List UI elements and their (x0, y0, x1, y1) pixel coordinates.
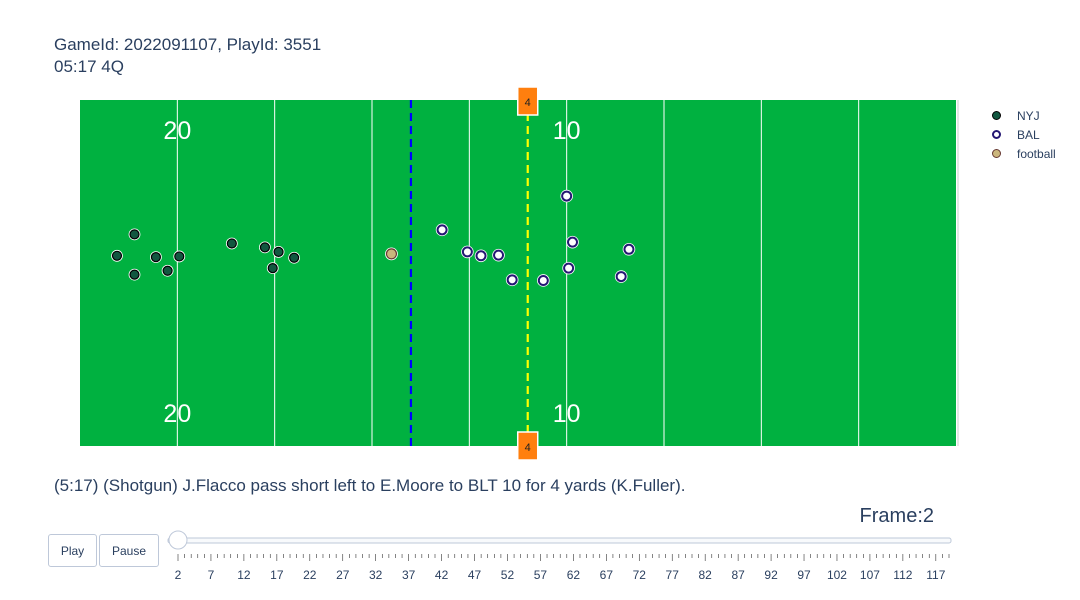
legend-label-nyj: NYJ (1017, 108, 1040, 123)
first-down-marker-top (516, 86, 539, 116)
legend: NYJ BAL football (988, 106, 1056, 163)
legend-label-bal: BAL (1017, 127, 1040, 142)
nyj-marker (226, 238, 237, 249)
nyj-marker (174, 251, 185, 262)
bal-marker (563, 262, 575, 274)
nyj-marker (162, 265, 173, 276)
frame-label: Frame:2 (859, 505, 934, 527)
nyj-marker (267, 263, 278, 274)
legend-item-bal[interactable]: BAL (988, 125, 1056, 144)
nyj-marker (273, 246, 284, 258)
bal-marker (436, 224, 448, 236)
legend-item-football[interactable]: football (988, 144, 1056, 163)
bal-marker (461, 246, 473, 258)
nyj-marker (111, 250, 123, 261)
nyj-marker (129, 269, 140, 280)
first-down-marker-top-glyph: 4 (525, 97, 531, 109)
bal-marker (561, 190, 573, 202)
legend-item-nyj[interactable]: NYJ (988, 106, 1056, 125)
pause-button[interactable]: Pause (99, 534, 159, 567)
bal-marker (615, 271, 627, 283)
title-line-1: GameId: 2022091107, PlayId: 3551 (54, 35, 322, 54)
bal-marker (567, 236, 579, 248)
first-down-marker-bottom (516, 431, 539, 461)
legend-label-football: football (1017, 146, 1056, 161)
bal-marker (537, 274, 549, 286)
yard-number: 20 (163, 400, 191, 428)
yard-number: 20 (163, 117, 191, 145)
title-line-2: 05:17 4Q (54, 57, 124, 76)
legend-marker-nyj (992, 111, 1001, 120)
yard-number: 10 (553, 400, 581, 428)
play-description: (5:17) (Shotgun) J.Flacco pass short lef… (54, 476, 686, 495)
yard-number: 10 (553, 117, 581, 145)
chart-title: GameId: 2022091107, PlayId: 3551 05:17 4… (54, 34, 321, 78)
nyj-marker (129, 229, 140, 240)
first-down-marker-bottom-glyph: 4 (525, 442, 531, 454)
bal-marker (506, 274, 518, 286)
bal-marker (475, 250, 487, 262)
legend-marker-football (992, 149, 1001, 158)
play-button[interactable]: Play (48, 534, 97, 567)
bal-marker (493, 249, 505, 261)
nyj-marker (289, 252, 300, 263)
bal-marker (623, 243, 635, 255)
nyj-marker (259, 242, 271, 253)
football-marker (385, 248, 398, 260)
legend-marker-bal (992, 130, 1001, 139)
nyj-marker (150, 251, 162, 263)
field-background (80, 100, 956, 446)
